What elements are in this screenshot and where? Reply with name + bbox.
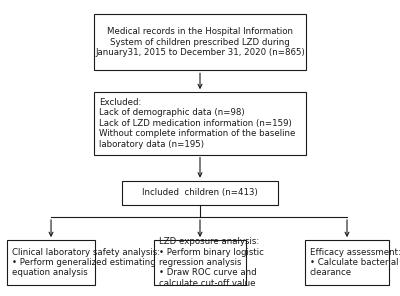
Text: Efficacy assessment:
• Calculate bacterial
clearance: Efficacy assessment: • Calculate bacteri… <box>310 248 400 277</box>
FancyBboxPatch shape <box>122 181 278 205</box>
Text: LZD exposure analysis:
• Perform binary logistic
regression analysis
• Draw ROC : LZD exposure analysis: • Perform binary … <box>159 237 264 288</box>
FancyBboxPatch shape <box>94 92 306 155</box>
FancyBboxPatch shape <box>154 240 246 285</box>
Text: Excluded:
Lack of demographic data (n=98)
Lack of LZD medication information (n=: Excluded: Lack of demographic data (n=98… <box>99 98 295 149</box>
FancyBboxPatch shape <box>94 14 306 70</box>
Text: Medical records in the Hospital Information
System of children prescribed LZD du: Medical records in the Hospital Informat… <box>95 27 305 57</box>
Text: Clinical laboratory safety analysis:
• Perform generalized estimating
equation a: Clinical laboratory safety analysis: • P… <box>12 248 160 277</box>
FancyBboxPatch shape <box>7 240 95 285</box>
Text: Included  children (n=413): Included children (n=413) <box>142 189 258 197</box>
FancyBboxPatch shape <box>305 240 389 285</box>
